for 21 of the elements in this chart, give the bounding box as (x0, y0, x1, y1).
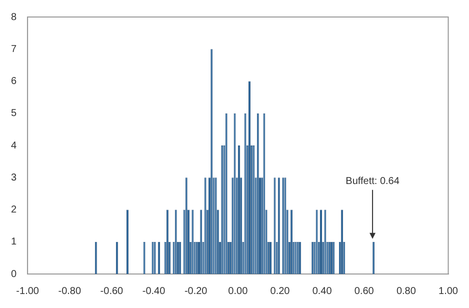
y-tick-label: 8 (11, 12, 17, 23)
y-tick-label: 6 (11, 76, 17, 87)
x-tick-label: -0.60 (100, 286, 124, 297)
x-tick-label: 0.80 (396, 286, 416, 297)
y-tick-label: 5 (11, 108, 17, 120)
x-tick-label: 0.60 (354, 286, 374, 297)
x-tick-label: 0.20 (270, 286, 290, 297)
y-tick-label: 7 (11, 44, 17, 55)
y-tick-label: 3 (11, 172, 17, 184)
x-tick-label: -1.00 (16, 286, 40, 297)
x-tick-label: 0.40 (312, 286, 332, 297)
x-tick-label: -0.20 (184, 286, 208, 297)
x-tick-label: 1.00 (438, 286, 458, 297)
y-tick-label: 2 (11, 204, 17, 216)
y-tick-label: 0 (11, 268, 17, 280)
annotation: Buffett: 0.64 (346, 176, 400, 187)
x-tick-label: -0.80 (58, 286, 82, 297)
y-tick-label: 1 (11, 236, 17, 248)
x-tick-label: 0.00 (228, 286, 248, 297)
x-tick-label: -0.40 (142, 286, 166, 297)
y-tick-label: 4 (11, 140, 17, 152)
